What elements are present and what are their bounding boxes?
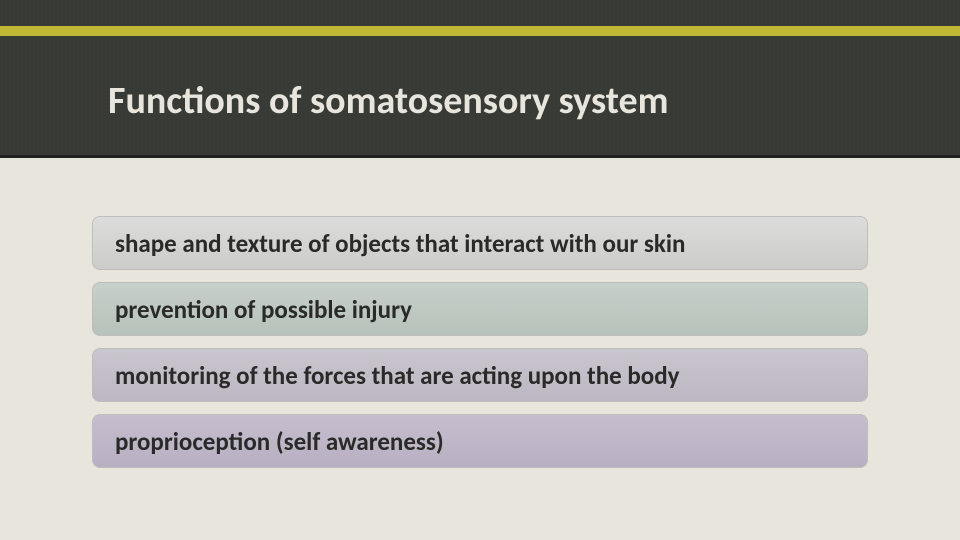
list-item: shape and texture of objects that intera… (92, 216, 868, 270)
slide-title: Functions of somatosensory system (108, 78, 668, 124)
slide-header: Functions of somatosensory system (0, 0, 960, 158)
list-item: prevention of possible injury (92, 282, 868, 336)
accent-bar (0, 26, 960, 36)
list-item-text: monitoring of the forces that are acting… (115, 360, 679, 391)
list-item-text: prevention of possible injury (115, 294, 412, 325)
list-item: proprioception (self awareness) (92, 414, 868, 468)
list-item: monitoring of the forces that are acting… (92, 348, 868, 402)
list-item-text: shape and texture of objects that intera… (115, 228, 685, 259)
list-item-text: proprioception (self awareness) (115, 426, 444, 457)
content-area: shape and texture of objects that intera… (0, 158, 960, 468)
